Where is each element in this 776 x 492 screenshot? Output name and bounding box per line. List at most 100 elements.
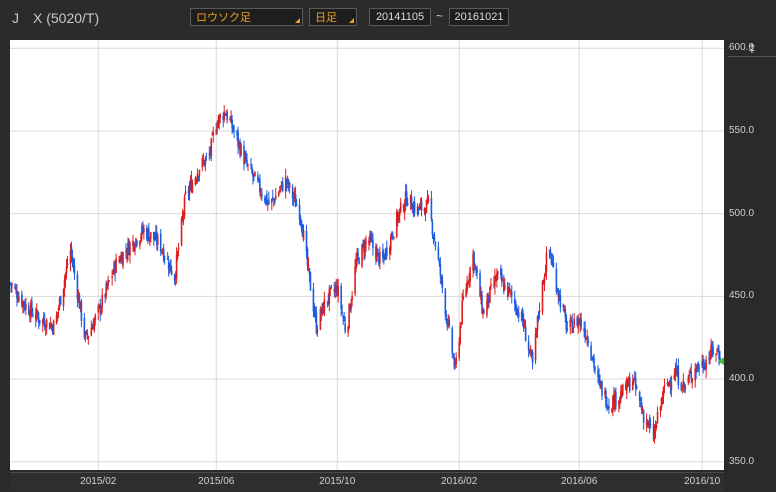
candle-down (448, 319, 451, 326)
candle-down (245, 156, 247, 159)
candle-up (569, 319, 572, 327)
x-tick-label: 2016/02 (441, 476, 478, 487)
candle-down (250, 164, 252, 166)
period-dropdown[interactable]: 日足 (309, 8, 357, 26)
x-tick-label: 2016/10 (684, 476, 721, 487)
candle-down (301, 229, 304, 237)
candle-down (51, 325, 54, 333)
candle-down (72, 263, 75, 266)
symbol-prefix: J (12, 10, 19, 26)
candle-up (622, 384, 624, 395)
candle-up (654, 425, 657, 432)
candle-down (294, 194, 297, 208)
candle-down (308, 268, 311, 275)
date-from-field[interactable]: 20141105 (369, 8, 431, 26)
candle-up (319, 309, 322, 330)
candle-up (274, 195, 277, 200)
candle-up (56, 312, 59, 316)
candle-up (447, 320, 450, 326)
candle-up (486, 300, 488, 316)
candle-up (218, 114, 221, 123)
candle-down (287, 180, 290, 188)
candle-down (187, 190, 190, 194)
candle-up (132, 240, 134, 246)
candle-up (57, 307, 60, 311)
candle-up (180, 218, 183, 245)
candle-up (607, 406, 609, 409)
candle-up (684, 385, 687, 390)
candle-up (465, 288, 467, 297)
candle-up (364, 241, 366, 257)
candle-up (176, 251, 179, 258)
candle-up (653, 430, 656, 440)
candle-down (424, 211, 427, 215)
candle-down (559, 295, 562, 308)
candle-up (94, 315, 97, 321)
candle-down (315, 312, 318, 333)
candle-up (497, 271, 499, 274)
candle-up (472, 253, 474, 271)
candle-up (196, 174, 199, 183)
candle-up (177, 247, 180, 250)
candle-down (402, 204, 405, 212)
candle-down (500, 269, 502, 276)
candle-up (397, 212, 400, 221)
candle-up (468, 279, 470, 281)
candle-down (562, 304, 565, 308)
candle-down (646, 419, 649, 427)
candle-up (181, 215, 184, 220)
candle-down (510, 291, 513, 296)
candle-up (260, 194, 262, 196)
candle-up (507, 287, 510, 295)
candle-up (534, 333, 537, 361)
candle-up (217, 120, 220, 128)
candle-up (98, 305, 101, 308)
candle-up (661, 399, 664, 402)
resize-handle-icon[interactable]: ‡ (728, 40, 776, 57)
candle-up (247, 164, 249, 166)
candle-down (437, 246, 440, 259)
candle-down (266, 193, 268, 205)
candle-down (10, 283, 12, 286)
candle-up (35, 309, 38, 317)
candle-down (119, 259, 121, 263)
candle-up (337, 286, 340, 297)
candle-down (550, 258, 553, 264)
candle-down (222, 116, 224, 120)
candle-down (173, 274, 176, 281)
candle-up (573, 318, 576, 326)
candle-down (216, 127, 219, 129)
candle-up (681, 390, 684, 392)
chart-type-dropdown[interactable]: ロウソク足 (190, 8, 303, 26)
candle-up (219, 114, 222, 119)
date-to-field[interactable]: 20161021 (449, 8, 509, 26)
candle-down (635, 386, 638, 389)
candle-up (174, 277, 177, 281)
candle-down (601, 381, 603, 396)
candle-up (254, 172, 256, 177)
candle-down (378, 253, 380, 265)
candle-down (73, 265, 76, 274)
candle-down (159, 233, 162, 252)
candle-up (585, 338, 587, 340)
candle-up (113, 262, 115, 274)
candle-up (11, 284, 13, 287)
candle-up (45, 319, 48, 328)
chart-plot-area[interactable] (10, 40, 724, 470)
candle-up (210, 138, 213, 157)
candle-up (50, 324, 53, 327)
candle-down (372, 239, 374, 249)
candle-up (100, 308, 103, 315)
candle-up (600, 383, 602, 385)
candle-down (584, 328, 586, 339)
candle-up (161, 252, 164, 254)
candle-up (107, 279, 109, 286)
candle-up (97, 306, 100, 313)
candle-up (676, 368, 679, 377)
candle-up (427, 198, 430, 202)
candle-down (322, 302, 325, 314)
candle-up (604, 391, 606, 395)
last-price-marker (718, 357, 724, 366)
candle-down (28, 305, 30, 315)
candle-up (238, 142, 240, 144)
